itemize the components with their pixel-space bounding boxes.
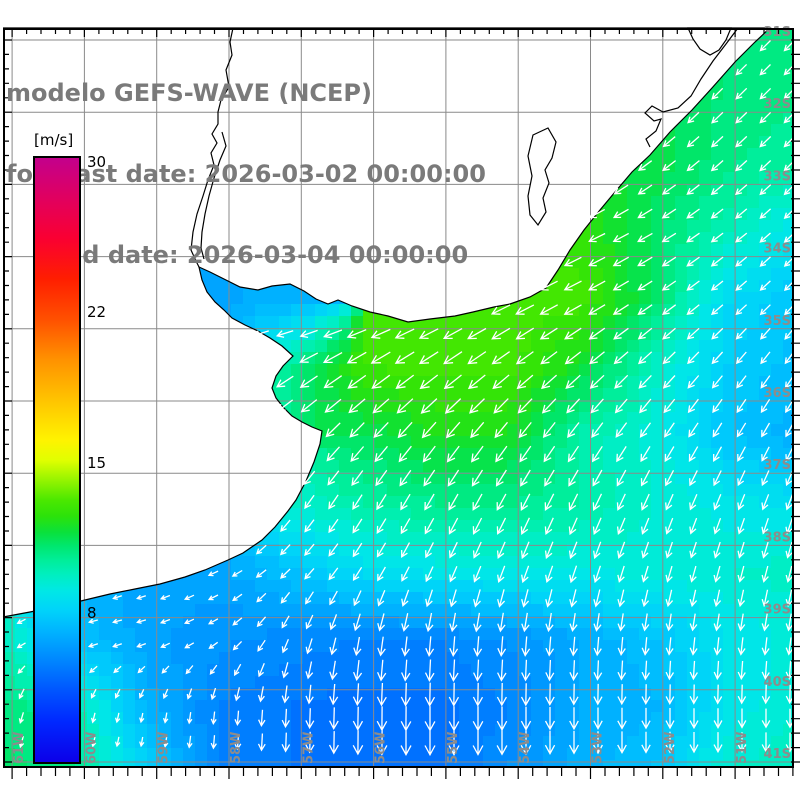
lat-label-33S: 33S [764,169,791,184]
lagoa-mirim [527,127,557,227]
land-layer [3,28,770,617]
lat-label-39S: 39S [764,603,791,618]
lat-label-31S: 31S [764,25,791,40]
lon-label-57W: 57W [301,732,316,764]
lat-label-37S: 37S [764,458,791,473]
lon-label-54W: 54W [518,732,533,764]
land-polygon [3,28,770,617]
lon-label-60W: 60W [84,732,99,764]
lat-label-41S: 41S [764,747,791,762]
lat-label-36S: 36S [764,386,791,401]
map-frame [3,28,794,768]
lagoon-inner-shore [644,27,739,148]
lon-label-53W: 53W [591,732,606,764]
colorbar-tick-8: 8 [87,604,97,623]
colorbar: [m/s] 30 22 15 8 [33,131,106,764]
colorbar-tick-15: 15 [87,453,107,472]
lat-label-32S: 32S [764,97,791,112]
lon-label-58W: 58W [229,732,244,764]
axis-ticks [3,28,800,779]
model-title: modelo GEFS-WAVE (NCEP) [6,79,372,107]
colorbar-tick-30: 30 [87,153,107,171]
graticule-layer [3,28,794,768]
uruguay-river-east-bank [200,131,227,260]
lat-label-34S: 34S [764,242,791,257]
colorbar-unit-label: [m/s] [34,131,74,149]
lon-label-59W: 59W [157,732,172,764]
lon-label-61W: 61W [12,732,27,764]
coastline-layer [2,27,772,618]
lat-label-38S: 38S [764,530,791,545]
lat-label-40S: 40S [764,675,791,690]
lat-label-35S: 35S [764,314,791,329]
wind-arrows [16,40,795,757]
colorbar-gradient [33,156,81,764]
frame-layer [3,28,800,779]
lon-label-56W: 56W [374,732,389,764]
axis-label-layer: 31S 32S 33S 34S 35S 36S 37S 38S 39S 40S 41S 61W 60W 5… [12,25,791,764]
lon-label-52W: 52W [663,732,678,764]
coastline-outline [2,27,772,618]
forecast-date-label: forecast date: 2026-03-02 00:00:00 [6,160,486,188]
lon-label-51W: 51W [735,732,750,764]
colorbar-tick-22: 22 [87,302,107,321]
wind-arrow-layer [16,40,795,757]
uruguay-river [190,27,234,268]
lon-label-55W: 55W [446,732,461,764]
